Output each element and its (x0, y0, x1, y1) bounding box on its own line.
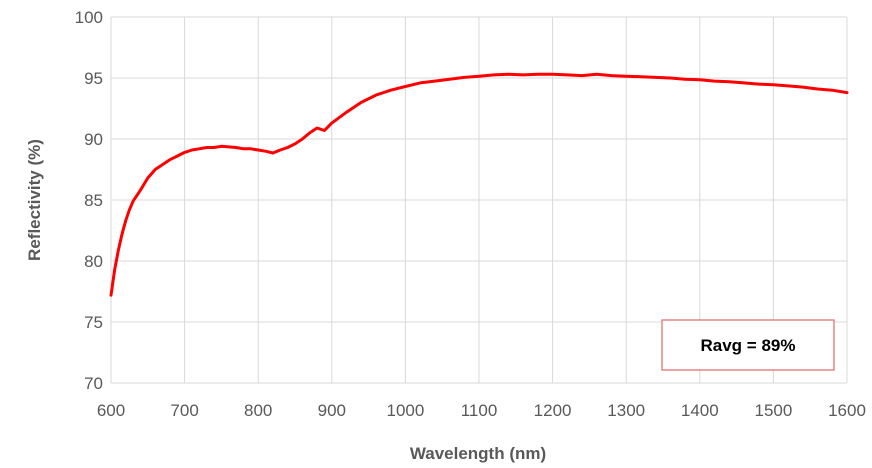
y-tick-label-85: 85 (84, 191, 103, 210)
x-tick-label-900: 900 (318, 401, 346, 420)
y-axis-title: Reflectivity (%) (25, 139, 44, 261)
x-tick-label-600: 600 (97, 401, 125, 420)
x-axis-ticks: 600 700 800 900 1000 1100 1200 1300 1400 1500 1600 (97, 401, 866, 420)
y-tick-label-100: 100 (75, 8, 103, 27)
y-tick-label-90: 90 (84, 130, 103, 149)
x-tick-label-1300: 1300 (607, 401, 645, 420)
annotation-box (661, 319, 835, 371)
x-tick-label-700: 700 (170, 401, 198, 420)
x-tick-label-1400: 1400 (681, 401, 719, 420)
y-axis-ticks: 70 75 80 85 90 95 100 (75, 8, 103, 393)
x-tick-label-1100: 1100 (461, 401, 498, 420)
x-tick-label-1600: 1600 (828, 401, 866, 420)
y-tick-label-75: 75 (84, 313, 103, 332)
x-tick-label-1000: 1000 (386, 401, 424, 420)
y-tick-label-80: 80 (84, 252, 103, 271)
reflectivity-line (109, 72, 849, 297)
y-tick-label-95: 95 (84, 69, 103, 88)
y-tick-label-70: 70 (84, 374, 103, 393)
x-tick-label-800: 800 (244, 401, 272, 420)
chart-grid (110, 16, 848, 384)
x-axis-title: Wavelength (nm) (410, 444, 546, 463)
x-tick-label-1200: 1200 (534, 401, 572, 420)
annotation-ravg: Ravg = 89% (701, 336, 796, 355)
x-tick-label-1500: 1500 (754, 401, 792, 420)
